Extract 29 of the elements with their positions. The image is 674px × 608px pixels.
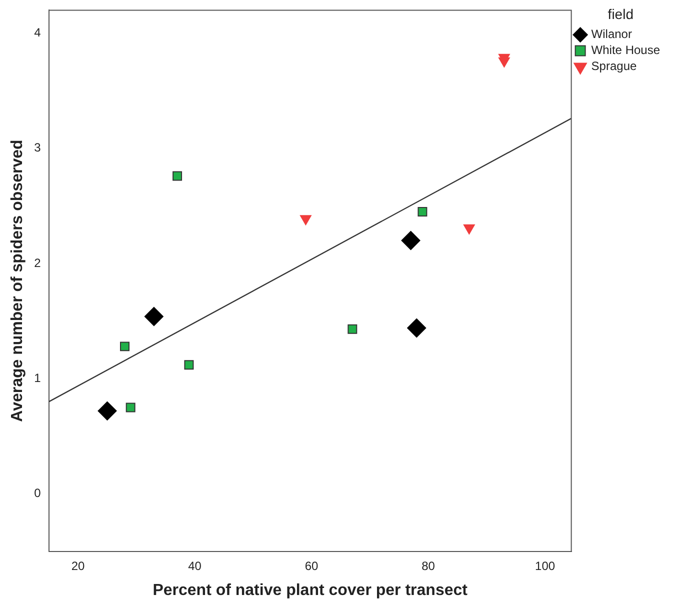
- x-tick-label: 40: [188, 558, 202, 573]
- point: [348, 324, 358, 334]
- point: [407, 318, 426, 338]
- legend-title: field: [608, 6, 634, 22]
- point: [172, 171, 182, 181]
- legend-label: White House: [591, 43, 660, 58]
- y-tick-label: 2: [34, 256, 42, 270]
- y-axis-title: Average number of spiders observed: [9, 140, 26, 422]
- point: [184, 360, 194, 370]
- point: [498, 57, 510, 68]
- point: [120, 342, 130, 352]
- legend-label: Sprague: [591, 59, 637, 74]
- point: [418, 206, 428, 216]
- x-tick-label: 80: [422, 558, 436, 573]
- y-tick-label: 0: [34, 486, 42, 500]
- legend-label: Wilanor: [591, 27, 632, 42]
- point: [401, 231, 420, 250]
- point: [463, 224, 475, 234]
- x-tick-label: 60: [304, 558, 319, 573]
- y-tick-label: 4: [34, 26, 42, 40]
- point: [126, 402, 136, 412]
- y-tick-label: 3: [34, 140, 42, 155]
- x-tick-label: 100: [535, 558, 556, 573]
- point: [300, 215, 312, 226]
- x-tick-label: 20: [71, 558, 86, 573]
- point: [98, 401, 117, 420]
- x-axis-title: Percent of native plant cover per transect: [152, 582, 468, 599]
- y-tick-label: 1: [34, 370, 42, 385]
- point: [144, 306, 164, 326]
